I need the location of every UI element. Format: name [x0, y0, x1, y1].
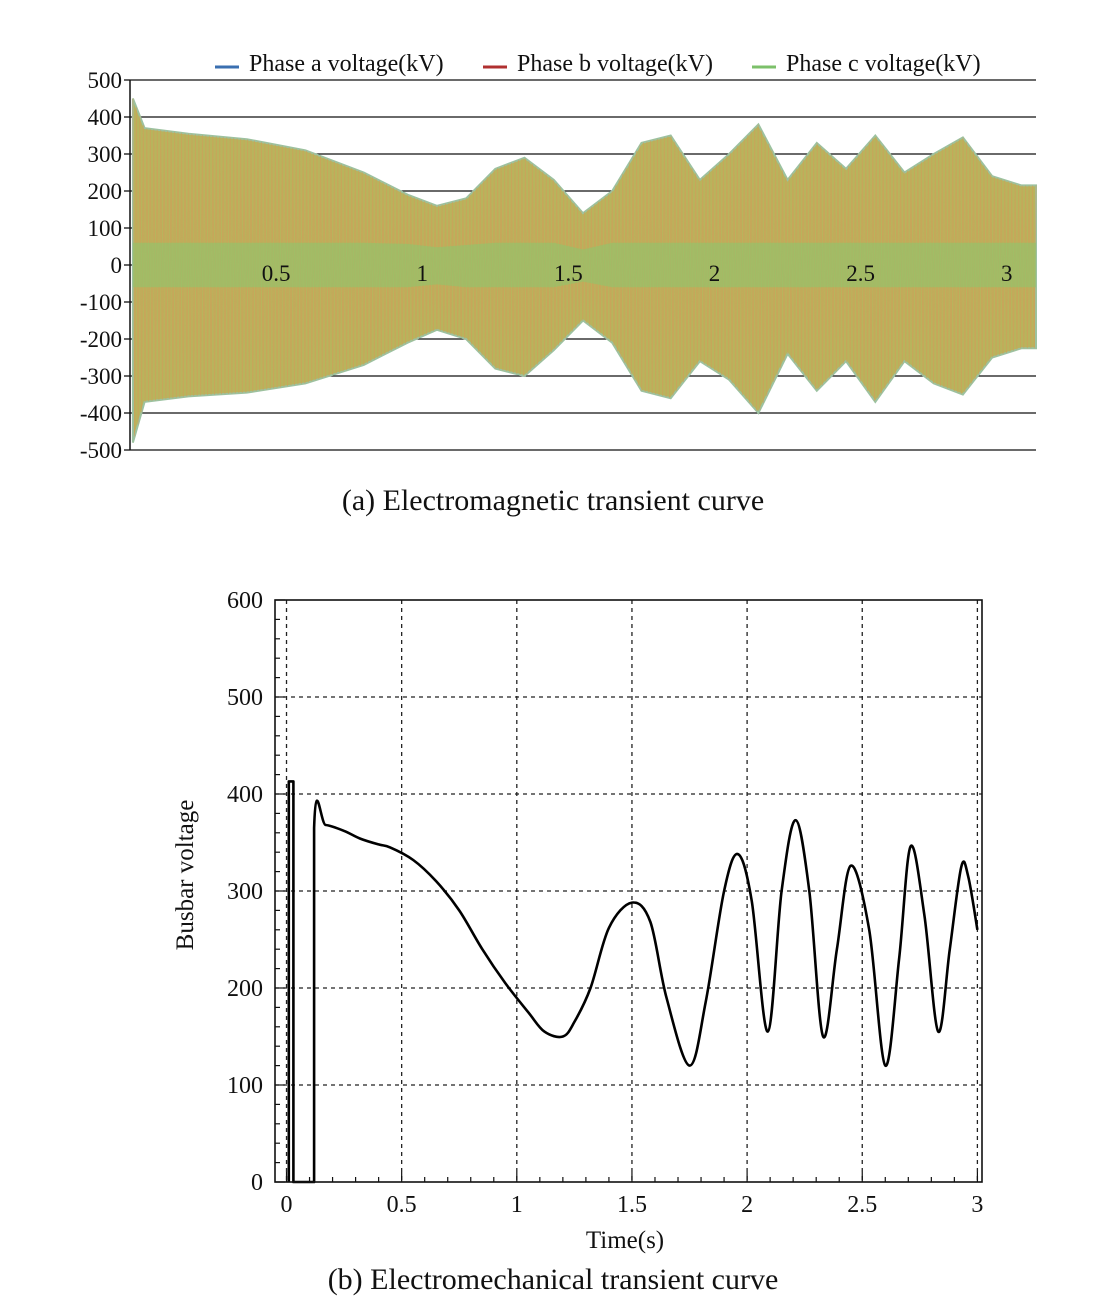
- busbar-voltage-series: [287, 780, 979, 1184]
- x-tick-label: 1.5: [617, 1192, 647, 1218]
- x-tick-label: 0.5: [262, 261, 291, 286]
- voltage-envelope: [131, 98, 1037, 443]
- y-tick-label: 400: [88, 105, 123, 130]
- x-tick-label: 1: [417, 261, 429, 286]
- x-tick-label: 3: [971, 1192, 983, 1218]
- x-tick-label: 0.5: [387, 1192, 417, 1218]
- y-tick-label: 100: [88, 216, 123, 241]
- y-tick-labels: 0 100 200 300 400 500 600: [227, 588, 263, 1196]
- y-tick-label: -300: [80, 364, 122, 389]
- voltage-curve: [287, 780, 979, 1184]
- x-tick-label: 1: [511, 1192, 523, 1218]
- y-tick-label: 600: [227, 588, 263, 614]
- electromagnetic-chart-panel: 500 400 300 200 100 0 -100 -200 -300 -400 -500 0.5…: [0, 0, 1106, 530]
- legend-label: Phase a voltage(kV): [249, 51, 444, 77]
- y-tick-label: -100: [80, 290, 122, 315]
- x-tick-label: 2: [741, 1192, 753, 1218]
- y-tick-label: -400: [80, 401, 122, 426]
- y-tick-label: -200: [80, 327, 122, 352]
- x-tick-labels: 0.5 1 1.5 2 2.5 3: [262, 261, 1013, 286]
- axes: [274, 599, 983, 1183]
- y-tick-label: 0: [251, 1170, 263, 1196]
- grid-lines: [275, 600, 982, 1182]
- x-tick-label: 2.5: [846, 261, 875, 286]
- axes: [124, 79, 131, 451]
- phase-oscillation: [132, 98, 1037, 437]
- x-tick-label: 2.5: [847, 1192, 877, 1218]
- y-tick-label: 200: [88, 179, 123, 204]
- legend-label: Phase b voltage(kV): [517, 51, 713, 77]
- y-tick-label: 300: [227, 879, 263, 905]
- y-tick-label: -500: [80, 438, 122, 463]
- y-tick-label: 400: [227, 782, 263, 808]
- plot-frame: [274, 599, 983, 1183]
- y-tick-label: 300: [88, 142, 123, 167]
- x-tick-label: 0: [281, 1192, 293, 1218]
- y-tick-label: 500: [88, 68, 123, 93]
- x-tick-label: 1.5: [554, 261, 583, 286]
- x-tick-label: 3: [1001, 261, 1013, 286]
- y-axis-label: Busbar voltage: [172, 800, 199, 951]
- caption-b: (b) Electromechanical transient curve: [327, 1263, 779, 1296]
- y-tick-labels: 500 400 300 200 100 0 -100 -200 -300 -400 -500: [80, 68, 122, 463]
- legend-label: Phase c voltage(kV): [786, 51, 981, 77]
- y-tick-label: 200: [227, 976, 263, 1002]
- electromechanical-chart: 0 0.5 1 1.5 2 2.5 3 0 100 200 300 400 500 600 Time(s…: [172, 588, 984, 1254]
- electromagnetic-chart: 500 400 300 200 100 0 -100 -200 -300 -400 -500 0.5…: [80, 51, 1037, 463]
- x-tick-labels: 0 0.5 1 1.5 2 2.5 3: [281, 1192, 984, 1218]
- legend: Phase a voltage(kV) Phase b voltage(kV) Ph…: [215, 51, 981, 77]
- x-tick-label: 2: [709, 261, 721, 286]
- y-tick-label: 500: [227, 685, 263, 711]
- y-tick-label: 0: [111, 253, 123, 278]
- y-tick-label: 100: [227, 1073, 263, 1099]
- caption-a: (a) Electromagnetic transient curve: [341, 484, 765, 517]
- x-axis-label: Time(s): [586, 1227, 664, 1254]
- minor-ticks: [275, 599, 978, 1183]
- electromechanical-chart-panel: 0 0.5 1 1.5 2 2.5 3 0 100 200 300 400 500 600 Time(s…: [0, 560, 1106, 1303]
- phase-c-center-band: [132, 242, 1036, 288]
